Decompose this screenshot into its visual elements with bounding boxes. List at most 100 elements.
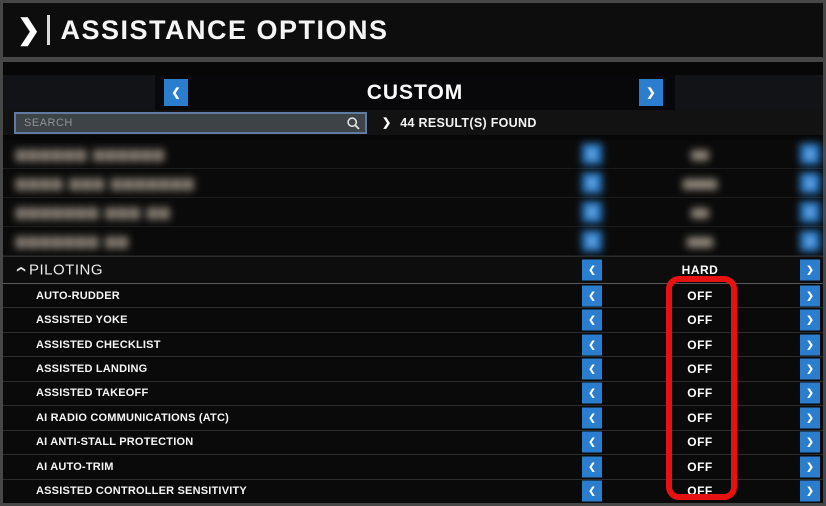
option-value: OFF <box>687 386 713 401</box>
option-value: OFF <box>687 313 713 328</box>
right-arrow-icon: ❯ <box>806 387 814 398</box>
preset-row-strip <box>155 75 675 110</box>
option-next-value-button[interactable]: ❯ <box>800 285 820 307</box>
option-row-assisted-checklist[interactable]: ASSISTED CHECKLIST ❮ OFF ❯ <box>3 332 823 358</box>
option-row-ai-anti-stall-protection[interactable]: AI ANTI-STALL PROTECTION ❮ OFF ❯ <box>3 430 823 456</box>
blurred-option-label: ▆▆▆▆ ▆▆▆ ▆▆▆▆▆▆▆ <box>16 175 196 190</box>
option-value: OFF <box>687 410 713 425</box>
left-arrow-icon: ❮ <box>588 339 596 350</box>
right-arrow-icon: ❯ <box>806 235 814 246</box>
blurred-option-next-button[interactable]: ❯ <box>800 143 820 165</box>
left-arrow-icon: ❮ <box>588 461 596 472</box>
right-arrow-icon: ❯ <box>646 87 656 99</box>
left-arrow-icon: ❮ <box>588 485 596 496</box>
left-arrow-icon: ❮ <box>588 264 596 275</box>
option-next-value-button[interactable]: ❯ <box>800 431 820 453</box>
option-label: ASSISTED CONTROLLER SENSITIVITY <box>36 485 247 498</box>
option-row-assisted-yoke[interactable]: ASSISTED YOKE ❮ OFF ❯ <box>3 308 823 333</box>
blurred-option-prev-button[interactable]: ❮ <box>582 201 602 223</box>
blurred-option-next-button[interactable]: ❯ <box>800 172 820 194</box>
blurred-option-prev-button[interactable]: ❮ <box>582 230 602 252</box>
option-row-ai-radio-communications[interactable]: AI RADIO COMMUNICATIONS (ATC) ❮ OFF ❯ <box>3 406 823 431</box>
option-next-value-button[interactable]: ❯ <box>800 334 820 356</box>
results-count-text: 44 RESULT(S) FOUND <box>400 115 537 130</box>
blurred-option-value: ▆▆ <box>691 148 709 161</box>
left-arrow-icon: ❮ <box>588 387 596 398</box>
blurred-options-group: ▆▆▆▆▆▆ ▆▆▆▆▆▆ ❮ ▆▆ ❯ ▆▆▆▆ ▆▆▆ ▆▆▆▆▆▆▆ ❮ … <box>3 140 823 256</box>
right-arrow-icon: ❯ <box>806 436 814 447</box>
right-arrow-icon: ❯ <box>806 264 814 275</box>
blurred-option-next-button[interactable]: ❯ <box>800 201 820 223</box>
blurred-option-value: ▆▆ <box>691 206 709 219</box>
left-arrow-icon: ❮ <box>588 363 596 374</box>
preset-next-button[interactable]: ❯ <box>639 79 663 106</box>
blurred-option-prev-button[interactable]: ❮ <box>582 172 602 194</box>
option-row-assisted-takeoff[interactable]: ASSISTED TAKEOFF ❮ OFF ❯ <box>3 381 823 407</box>
blurred-option-prev-button[interactable]: ❮ <box>582 143 602 165</box>
option-prev-value-button[interactable]: ❮ <box>582 407 602 429</box>
section-next-value-button[interactable]: ❯ <box>800 259 820 281</box>
right-arrow-icon: ❯ <box>806 148 814 159</box>
option-next-value-button[interactable]: ❯ <box>800 358 820 380</box>
option-label: ASSISTED TAKEOFF <box>36 387 149 400</box>
title-chevron-icon: ❯ <box>17 14 41 45</box>
option-value: OFF <box>687 459 713 474</box>
right-arrow-icon: ❯ <box>806 206 814 217</box>
option-row-assisted-landing[interactable]: ASSISTED LANDING ❮ OFF ❯ <box>3 357 823 382</box>
blurred-option-label: ▆▆▆▆▆▆▆ ▆▆ <box>16 233 130 248</box>
right-arrow-icon: ❯ <box>806 177 814 188</box>
left-arrow-icon: ❮ <box>171 87 181 99</box>
option-prev-value-button[interactable]: ❮ <box>582 285 602 307</box>
section-value: HARD <box>681 263 719 277</box>
title-separator <box>47 15 51 45</box>
option-label: ASSISTED LANDING <box>36 363 148 376</box>
option-value: OFF <box>687 362 713 377</box>
option-next-value-button[interactable]: ❯ <box>800 480 820 502</box>
left-arrow-icon: ❮ <box>588 314 596 325</box>
search-input[interactable] <box>14 112 367 134</box>
blurred-option-row[interactable]: ▆▆▆▆▆▆▆ ▆▆▆ ▆▆ ❮ ▆▆ ❯ <box>3 198 823 227</box>
left-arrow-icon: ❮ <box>588 290 596 301</box>
option-label: AI AUTO-TRIM <box>36 460 114 473</box>
blurred-option-row[interactable]: ▆▆▆▆▆▆ ▆▆▆▆▆▆ ❮ ▆▆ ❯ <box>3 140 823 169</box>
search-icon <box>347 117 360 130</box>
option-row-assisted-controller-sensitivity[interactable]: ASSISTED CONTROLLER SENSITIVITY ❮ OFF ❯ <box>3 479 823 503</box>
page-title: ASSISTANCE OPTIONS <box>60 14 389 45</box>
option-row-ai-auto-trim[interactable]: AI AUTO-TRIM ❮ OFF ❯ <box>3 455 823 480</box>
option-prev-value-button[interactable]: ❮ <box>582 431 602 453</box>
blurred-option-next-button[interactable]: ❯ <box>800 230 820 252</box>
option-next-value-button[interactable]: ❯ <box>800 407 820 429</box>
search-results: ❯ 44 RESULT(S) FOUND <box>382 110 537 135</box>
option-prev-value-button[interactable]: ❮ <box>582 358 602 380</box>
red-highlight-box <box>666 276 737 500</box>
blurred-option-row[interactable]: ▆▆▆▆▆▆▆ ▆▆ ❮ ▆▆▆ ❯ <box>3 227 823 256</box>
preset-title: CUSTOM <box>366 80 464 104</box>
left-arrow-icon: ❮ <box>588 412 596 423</box>
option-value: OFF <box>687 435 713 450</box>
section-prev-value-button[interactable]: ❮ <box>582 259 602 281</box>
option-label: ASSISTED YOKE <box>36 314 128 327</box>
option-next-value-button[interactable]: ❯ <box>800 382 820 404</box>
option-prev-value-button[interactable]: ❮ <box>582 309 602 331</box>
right-arrow-icon: ❯ <box>806 314 814 325</box>
option-prev-value-button[interactable]: ❮ <box>582 334 602 356</box>
blurred-option-value: ▆▆▆ <box>687 235 713 248</box>
option-prev-value-button[interactable]: ❮ <box>582 382 602 404</box>
option-prev-value-button[interactable]: ❮ <box>582 480 602 502</box>
option-row-auto-rudder[interactable]: AUTO-RUDDER ❮ OFF ❯ <box>3 284 823 309</box>
option-next-value-button[interactable]: ❯ <box>800 309 820 331</box>
preset-prev-button[interactable]: ❮ <box>164 79 188 106</box>
option-value: OFF <box>687 337 713 352</box>
left-arrow-icon: ❮ <box>588 235 596 246</box>
option-label: ASSISTED CHECKLIST <box>36 338 161 351</box>
left-arrow-icon: ❮ <box>588 148 596 159</box>
option-next-value-button[interactable]: ❯ <box>800 456 820 478</box>
collapse-caret-icon: ❮ <box>16 265 26 273</box>
blurred-option-row[interactable]: ▆▆▆▆ ▆▆▆ ▆▆▆▆▆▆▆ ❮ ▆▆▆▆ ❯ <box>3 169 823 198</box>
right-arrow-icon: ❯ <box>806 485 814 496</box>
right-arrow-icon: ❯ <box>806 339 814 350</box>
left-arrow-icon: ❮ <box>588 206 596 217</box>
option-label: AI ANTI-STALL PROTECTION <box>36 436 194 449</box>
option-prev-value-button[interactable]: ❮ <box>582 456 602 478</box>
